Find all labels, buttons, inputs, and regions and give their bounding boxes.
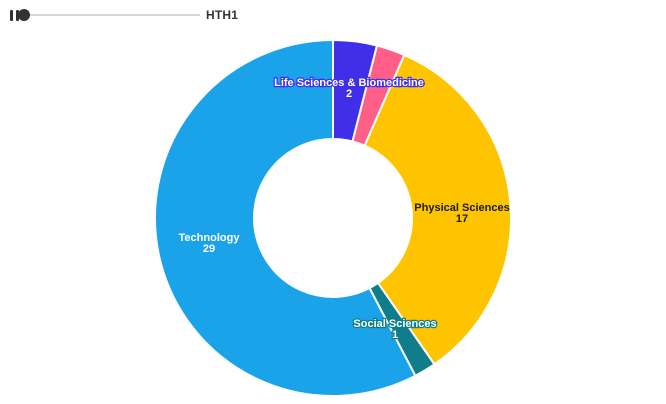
slice-label-4: Technology [179, 232, 241, 244]
slice-value-2: 17 [456, 213, 468, 225]
donut-slice-4[interactable] [154, 38, 417, 397]
pause-icon[interactable] [8, 9, 20, 21]
donut-slice-2[interactable] [363, 53, 512, 366]
slice-value-0: 2 [346, 88, 352, 100]
slice-label-3: Social Sciences [353, 318, 436, 330]
timeline-state-label: HTH1 [206, 8, 239, 22]
timeline-handle[interactable] [18, 9, 30, 21]
slice-value-3: 1 [392, 329, 398, 341]
slice-label-2: Physical Sciences [414, 202, 509, 214]
timeline-slider[interactable] [18, 9, 200, 21]
slice-value-4: 29 [203, 243, 215, 255]
playback-controls: HTH1 [8, 6, 238, 24]
slice-label-0: Life Sciences & Biomedicine [274, 77, 424, 89]
